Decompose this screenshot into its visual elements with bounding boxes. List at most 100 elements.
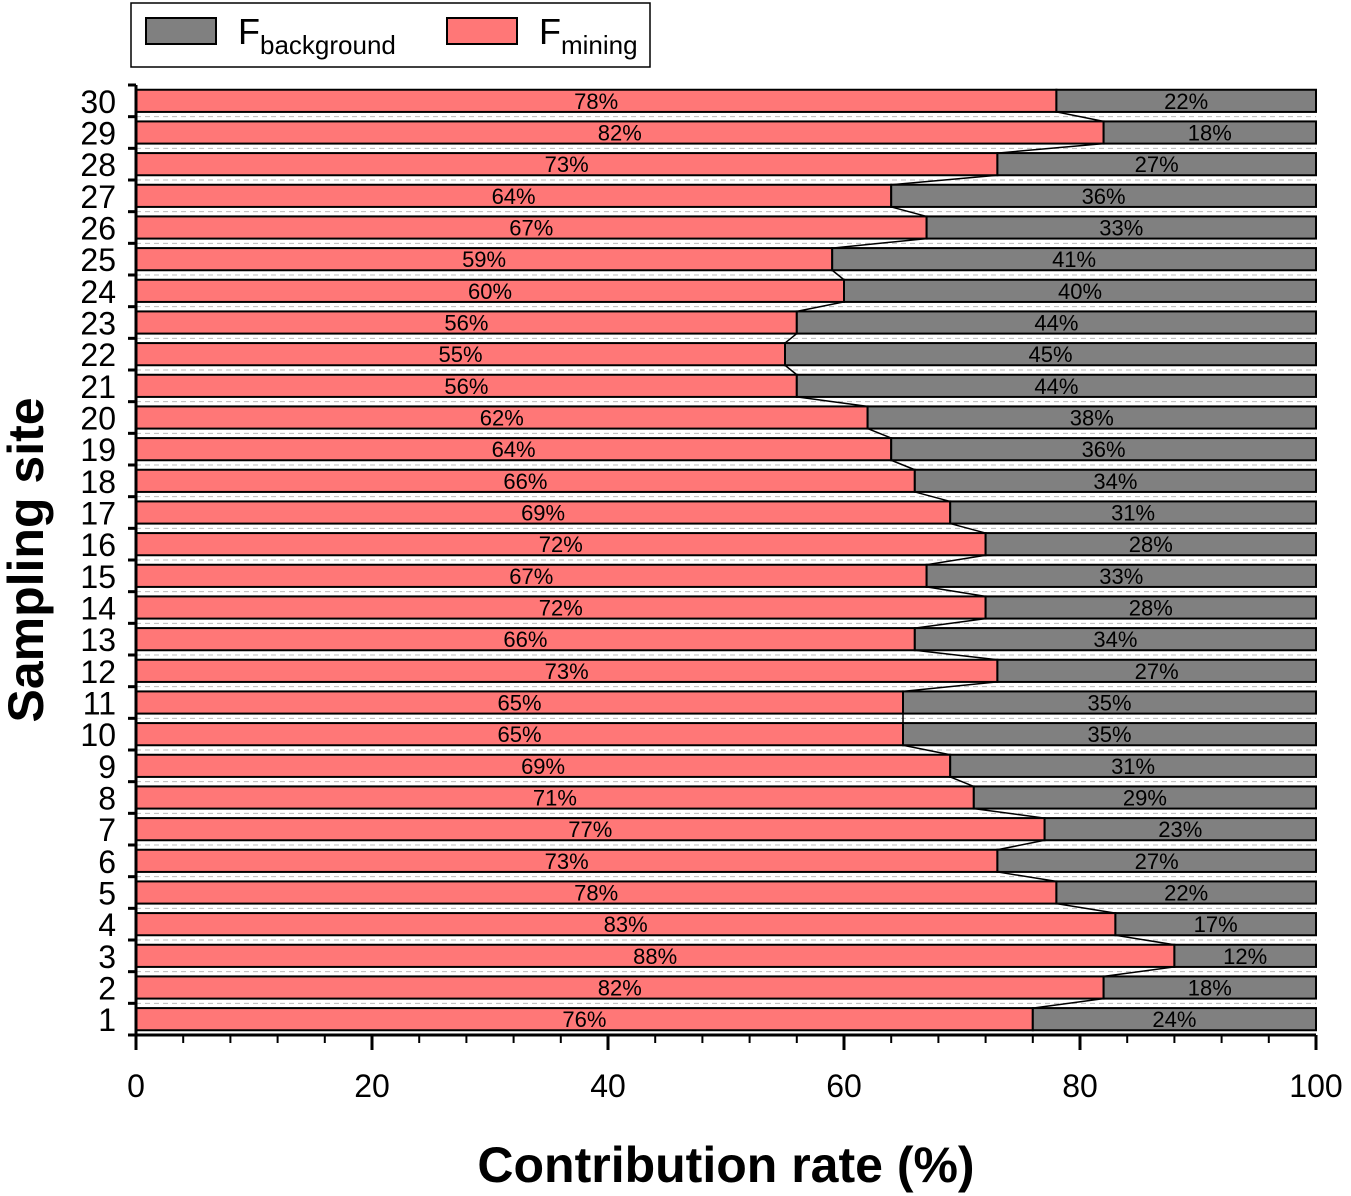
y-tick-label: 22: [80, 337, 116, 373]
data-label-background: 24%: [1152, 1007, 1196, 1032]
data-label-background: 34%: [1093, 469, 1137, 494]
y-tick-label: 17: [80, 496, 116, 532]
bar-background-site-21: [795, 373, 1317, 398]
bar-background-site-11: [902, 690, 1317, 715]
data-label-mining: 65%: [497, 722, 541, 747]
data-label-background: 27%: [1135, 849, 1179, 874]
x-tick-label: 100: [1289, 1068, 1342, 1104]
y-tick-label: 3: [98, 939, 116, 975]
data-label-mining: 82%: [598, 976, 642, 1001]
connector-line: [926, 586, 986, 598]
bar-background-site-15: [925, 563, 1317, 588]
y-tick-label: 7: [98, 812, 116, 848]
data-label-background: 27%: [1135, 659, 1179, 684]
y-tick-label: 4: [98, 907, 116, 943]
connector-line: [973, 807, 1045, 819]
data-label-mining: 72%: [539, 532, 583, 557]
y-tick-label: 27: [80, 179, 116, 215]
y-tick-label: 26: [80, 211, 116, 247]
data-label-mining: 77%: [568, 817, 612, 842]
bar-background-site-28: [996, 152, 1318, 177]
connector-line: [796, 396, 868, 408]
data-label-mining: 71%: [533, 786, 577, 811]
data-label-mining: 64%: [492, 437, 536, 462]
data-label-background: 33%: [1099, 216, 1143, 241]
y-tick-label: 30: [80, 84, 116, 120]
y-tick-label: 24: [80, 274, 116, 310]
connector-line: [891, 174, 998, 186]
connector-line: [890, 459, 916, 471]
data-label-background: 29%: [1123, 786, 1167, 811]
connector-line: [902, 744, 951, 756]
legend: Fbackground Fmining: [130, 2, 651, 68]
data-label-mining: 82%: [598, 121, 642, 146]
x-axis-title: Contribution rate (%): [477, 1137, 974, 1193]
data-label-background: 28%: [1129, 532, 1173, 557]
data-label-mining: 62%: [480, 406, 524, 431]
connector-line: [831, 269, 845, 281]
y-tick-label: 16: [80, 527, 116, 563]
bar-background-site-30: [1055, 88, 1318, 113]
y-tick-label: 11: [83, 686, 116, 722]
data-label-mining: 56%: [444, 374, 488, 399]
data-label-mining: 73%: [545, 849, 589, 874]
bar-background-site-27: [890, 183, 1317, 208]
data-label-background: 44%: [1034, 374, 1078, 399]
data-label-mining: 76%: [562, 1007, 606, 1032]
data-label-mining: 72%: [539, 596, 583, 621]
y-tick-label: 28: [80, 147, 116, 183]
data-label-mining: 65%: [497, 691, 541, 716]
x-tick-label: 20: [354, 1068, 390, 1104]
bar-background-site-5: [1055, 880, 1318, 905]
data-label-background: 31%: [1111, 501, 1155, 526]
connector-line: [914, 491, 951, 503]
data-label-mining: 69%: [521, 754, 565, 779]
x-tick-label: 40: [590, 1068, 626, 1104]
data-label-background: 35%: [1087, 691, 1131, 716]
bar-background-site-12: [996, 658, 1318, 683]
y-tick-label: 15: [80, 559, 116, 595]
bar-background-site-9: [949, 753, 1317, 778]
connector-line: [902, 681, 998, 693]
connector-line: [926, 554, 986, 566]
data-label-mining: 66%: [503, 469, 547, 494]
data-label-background: 22%: [1164, 881, 1208, 906]
bar-background-site-20: [866, 405, 1317, 430]
plot-area: 76% 24% 1 82% 18% 2 88% 12% 3 83% 17% 4 78% 22% 5 73% 27…: [80, 83, 1343, 1104]
y-tick-label: 13: [80, 622, 116, 658]
legend-label-mining: Fmining: [539, 11, 638, 60]
bar-background-site-3: [1173, 943, 1318, 968]
connector-line: [784, 364, 798, 376]
y-tick-label: 2: [98, 971, 116, 1007]
bar-background-site-8: [972, 785, 1317, 810]
bar-background-site-13: [913, 627, 1317, 652]
x-tick-label: 60: [826, 1068, 862, 1104]
connector-line: [832, 237, 927, 249]
data-label-background: 45%: [1028, 342, 1072, 367]
data-label-mining: 73%: [545, 152, 589, 177]
data-label-background: 44%: [1034, 311, 1078, 336]
legend-swatch-mining: [446, 17, 518, 45]
data-label-background: 36%: [1082, 184, 1126, 209]
data-label-mining: 66%: [503, 627, 547, 652]
bar-background-site-29: [1102, 120, 1317, 145]
legend-box: [130, 2, 651, 68]
y-tick-label: 9: [98, 749, 116, 785]
data-label-mining: 64%: [492, 184, 536, 209]
data-label-background: 36%: [1082, 437, 1126, 462]
connector-line: [949, 776, 975, 788]
data-label-background: 17%: [1194, 912, 1238, 937]
connector-line: [1056, 902, 1116, 914]
data-label-background: 27%: [1135, 152, 1179, 177]
data-label-background: 28%: [1129, 596, 1173, 621]
data-label-mining: 59%: [462, 247, 506, 272]
data-label-background: 33%: [1099, 564, 1143, 589]
bar-background-site-17: [949, 500, 1317, 525]
data-label-mining: 78%: [574, 881, 618, 906]
connector-line: [867, 427, 892, 439]
bar-background-site-23: [795, 310, 1317, 335]
bar-background-site-19: [890, 437, 1317, 462]
y-tick-label: 20: [80, 401, 116, 437]
connector-line: [796, 301, 845, 313]
data-label-mining: 67%: [509, 564, 553, 589]
